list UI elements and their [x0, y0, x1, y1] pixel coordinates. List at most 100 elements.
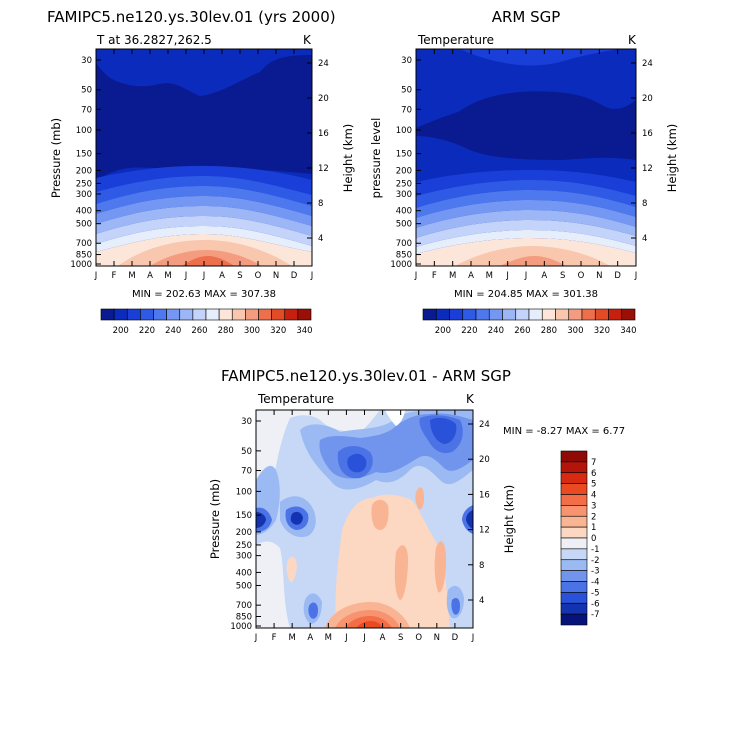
colorbar-box — [449, 308, 464, 321]
p-tick-label: 250 — [76, 179, 92, 189]
p-tick-label: 700 — [236, 601, 252, 611]
band-9 — [96, 226, 312, 252]
x-tick-label: D — [291, 271, 298, 281]
p-tick-label: 100 — [236, 487, 252, 497]
band-8 — [416, 210, 636, 238]
p-tick-label: 500 — [396, 220, 412, 230]
h-tick-label: 24 — [642, 59, 653, 69]
panel2-minmax: MIN = 204.85 MAX = 301.38 — [454, 289, 598, 300]
colorbar-label: 280 — [218, 326, 234, 336]
p-tick-label: 400 — [396, 207, 412, 217]
colorbar-label: 3 — [591, 501, 596, 511]
colorbar-label: 0 — [591, 534, 596, 544]
warm-core-2 — [394, 545, 408, 600]
colorbar-label: -6 — [591, 599, 599, 609]
colorbar-label: 5 — [591, 480, 596, 490]
band-3 — [416, 91, 636, 160]
colorbar-box — [297, 308, 312, 321]
p-tick-label: 1000 — [390, 260, 412, 270]
p-tick-label: 50 — [81, 86, 92, 96]
warm-core-4 — [415, 487, 424, 510]
panel1-subtitle-right: K — [303, 33, 312, 47]
band-13 — [182, 256, 234, 266]
colorbar-box — [462, 308, 477, 321]
x-tick-label: J — [94, 271, 98, 281]
colorbar-label: -1 — [591, 545, 599, 555]
x-tick-label: J — [524, 271, 528, 281]
x-tick-label: J — [202, 271, 206, 281]
colorbar-label: 280 — [541, 326, 557, 336]
colorbar-box — [560, 526, 588, 539]
x-tick-label: J — [634, 271, 638, 281]
panel1-ylabel: Pressure (mb) — [49, 118, 63, 198]
x-tick-label: F — [112, 271, 117, 281]
h-tick-label: 8 — [479, 561, 484, 571]
h-tick-label: 4 — [479, 596, 484, 606]
colorbar-label: -5 — [591, 588, 599, 598]
colorbar-label: 260 — [514, 326, 530, 336]
p-tick-label: 100 — [396, 126, 412, 136]
warm-core-3 — [434, 541, 446, 593]
colorbar-box — [560, 483, 588, 495]
x-tick-label: D — [452, 633, 459, 643]
h-tick-label: 8 — [642, 199, 647, 209]
p-tick-label: 300 — [396, 190, 412, 200]
x-tick-label: J — [414, 271, 418, 281]
colorbar-box — [245, 308, 259, 321]
x-tick-label: F — [272, 633, 277, 643]
panel3-plot-field — [256, 410, 473, 628]
p-tick-label: 30 — [241, 417, 252, 427]
h-tick-label: 20 — [642, 94, 653, 104]
p-tick-label: 150 — [76, 150, 92, 160]
panel-diff: FAMIPC5.ne120.ys.30lev.01 - ARM SGP Temp… — [208, 367, 625, 643]
band-5 — [416, 180, 636, 208]
h-tick-label: 8 — [318, 199, 323, 209]
colorbar-label: -3 — [591, 567, 599, 577]
colorbar-label: 200 — [113, 326, 129, 336]
band-5 — [96, 186, 312, 216]
cold-mid-3 — [290, 511, 303, 525]
h-tick-label: 24 — [318, 59, 329, 69]
x-tick-label: M — [288, 633, 295, 643]
band-13 — [500, 256, 566, 266]
colorbar-label: -4 — [591, 578, 599, 588]
colorbar-box — [153, 308, 167, 321]
x-tick-label: A — [307, 633, 313, 643]
p-tick-label: 1000 — [70, 260, 92, 270]
colorbar-box — [581, 308, 596, 321]
colorbar-box — [560, 559, 588, 571]
band-9 — [416, 220, 636, 247]
panel2-subtitle-left: Temperature — [417, 33, 494, 47]
colorbar-box — [560, 461, 588, 474]
p-tick-label: 200 — [236, 528, 252, 538]
colorbar-box — [560, 515, 588, 528]
h-tick-label: 16 — [318, 129, 329, 139]
x-tick-label: N — [596, 271, 602, 281]
p-tick-label: 30 — [401, 56, 412, 66]
h-tick-label: 20 — [318, 94, 329, 104]
colorbar-box — [560, 613, 588, 626]
panel-model: FAMIPC5.ne120.ys.30lev.01 (yrs 2000) T a… — [47, 8, 355, 336]
colorbar-box — [560, 537, 588, 550]
p-tick-label: 400 — [76, 207, 92, 217]
warm-core-1 — [371, 499, 389, 530]
panel2-subtitle-right: K — [628, 33, 637, 47]
colorbar-box — [555, 308, 570, 321]
x-tick-label: J — [254, 633, 258, 643]
colorbar-label: 200 — [435, 326, 451, 336]
colorbar-box — [560, 494, 588, 506]
x-tick-label: N — [273, 271, 279, 281]
x-tick-label: O — [255, 271, 262, 281]
panel2-title: ARM SGP — [492, 8, 561, 26]
h-tick-label: 16 — [642, 129, 653, 139]
colorbar-label: 220 — [139, 326, 155, 336]
cold-upper-5 — [347, 453, 367, 473]
x-tick-label: S — [398, 633, 403, 643]
p-tick-label: 200 — [396, 166, 412, 176]
p-tick-label: 850 — [236, 612, 252, 622]
surface-warm-4 — [356, 621, 384, 628]
h-tick-label: 20 — [479, 455, 490, 465]
p-tick-label: 850 — [396, 251, 412, 261]
band-4 — [96, 176, 312, 206]
